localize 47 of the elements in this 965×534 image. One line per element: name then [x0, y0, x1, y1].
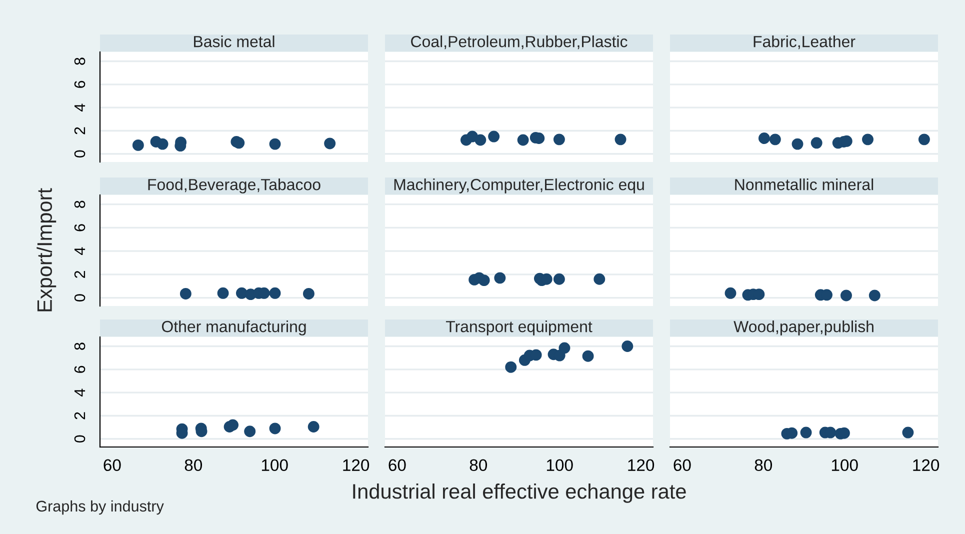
- y-tick-label: 2: [74, 412, 86, 420]
- point: [227, 419, 239, 431]
- y-tick-label: 8: [74, 58, 86, 65]
- chart-title: Basic metal: [194, 36, 274, 48]
- chart-title: Transport equipment: [446, 320, 592, 336]
- y-tick-label: 4: [74, 104, 86, 112]
- y-tick-label: 4: [74, 388, 86, 396]
- x-tick-label: 60: [388, 459, 406, 472]
- y-tick-label: 6: [74, 224, 86, 232]
- point: [308, 421, 320, 432]
- point: [269, 422, 281, 434]
- y-tick-label: 6: [74, 366, 86, 373]
- x-tick-label: 80: [470, 459, 488, 472]
- y-tick-label: 0: [74, 150, 86, 158]
- point: [558, 342, 570, 354]
- chart-title: Coal,Petroleum,Rubber,Plastic: [411, 36, 628, 50]
- x-tick-label: 60: [104, 459, 121, 472]
- y-tick-label: 4: [74, 247, 86, 255]
- chart-title: Fabric,Leather: [754, 36, 856, 50]
- x-tick-label: 120: [628, 459, 654, 472]
- x-tick-label: 100: [262, 459, 288, 472]
- chart-title: Other manufacturing: [162, 320, 306, 336]
- x-tick-label: 100: [546, 459, 573, 472]
- x-tick-label: 120: [913, 459, 940, 472]
- chart-title: Nonmetallic mineral: [735, 178, 874, 190]
- x-tick-label: 100: [832, 459, 858, 472]
- text: Graphs by industry: [36, 500, 164, 515]
- y-tick-label: 2: [74, 270, 86, 278]
- point: [582, 350, 594, 362]
- point: [244, 426, 256, 438]
- point: [505, 361, 517, 373]
- x-axis-title: Industrial real effective echange rate: [353, 483, 686, 503]
- y-tick-label: 8: [74, 200, 86, 208]
- y-tick-label: 6: [74, 80, 86, 88]
- y-tick-label: 0: [74, 435, 86, 443]
- chart-title: Food,Beverage,Tabacoo: [148, 178, 320, 194]
- x-tick-label: 80: [754, 459, 772, 472]
- x-tick-label: 120: [343, 459, 370, 472]
- y-tick-label: 2: [74, 127, 86, 134]
- y-axis-title: Export/Import: [36, 188, 56, 312]
- y-tick-label: 0: [74, 294, 86, 302]
- x-tick-label: 80: [184, 459, 202, 472]
- point: [622, 340, 634, 352]
- chart-title: Wood,paper,publish: [734, 320, 874, 336]
- y-tick-label: 8: [74, 342, 86, 350]
- chart-title: Machinery,Computer,Electronic equ: [394, 178, 644, 194]
- x-tick-label: 60: [674, 459, 691, 472]
